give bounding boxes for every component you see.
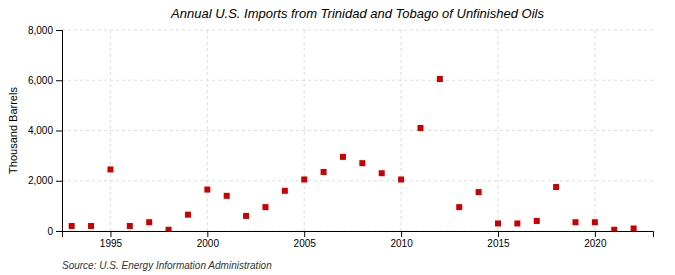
x-tick: 2000 [197,231,220,249]
point [185,212,191,218]
point [282,188,288,194]
point [553,184,559,190]
point [631,225,637,231]
x-grid-line [207,30,208,231]
point [379,170,385,176]
point [534,218,540,224]
point [592,219,598,225]
point [437,76,443,82]
x-tick-label: 2005 [294,238,317,249]
y-tick: 2,000 [28,175,62,186]
x-tick-mark [110,231,111,237]
point [398,176,404,182]
points [69,76,637,231]
y-tick: 8,000 [28,25,62,36]
point [69,223,75,229]
point [321,169,327,175]
point [204,187,210,193]
x-tick: 1995 [100,231,123,249]
point [340,154,346,160]
x-grid-line [401,30,402,231]
x-tick: 2020 [584,231,607,249]
point [146,219,152,225]
y-tick-mark [56,181,62,182]
y-tick-label: 6,000 [28,75,53,86]
y-grid-line [62,30,653,31]
x-grid-line [304,30,305,231]
point [243,213,249,219]
x-tick-mark [401,231,402,237]
y-axis-line [56,31,63,232]
x-tick-label: 2010 [390,238,413,249]
source: Source: U.S. Energy Information Administ… [62,260,272,271]
x-tick-mark [207,231,208,237]
point [107,166,113,172]
point [127,223,133,229]
y-axis-label: Thousand Barrels [7,87,19,174]
y-tick-label: 4,000 [28,125,53,136]
y-tick-label: 8,000 [28,25,53,36]
x-tick-label: 2020 [584,238,607,249]
point [301,176,307,182]
x-grid-line [497,30,498,231]
y-tick: 6,000 [28,75,62,86]
y-grid-line [62,180,653,181]
point [417,125,423,131]
x-tick-label: 2015 [487,238,510,249]
point [611,227,617,231]
y-tick-mark [56,131,62,132]
x-tick: 2005 [294,231,317,249]
point [166,227,172,231]
y-tick-mark [56,80,62,81]
x-tick-label: 1995 [100,238,123,249]
plot: 1995 2000 2005 2010 2015 2020 0 2,000 4,000 6,000… [28,25,654,249]
point [224,193,230,199]
title: Annual U.S. Imports from Trinidad and To… [170,6,544,21]
y-tick: 0 [47,226,62,237]
x-axis: 1995 2000 2005 2010 2015 2020 [63,231,654,249]
point [514,220,520,226]
chart: 1995 2000 2005 2010 2015 2020 0 2,000 4,000 6,000… [0,0,675,275]
x-tick-mark [498,231,499,237]
y-tick-label: 2,000 [28,175,53,186]
point [572,219,578,225]
point [476,189,482,195]
x-tick: 2010 [390,231,413,249]
x-tick-label: 2000 [197,238,220,249]
y-grid-line [62,130,653,131]
y-grid-line [62,80,653,81]
point [262,204,268,210]
y-axis: 0 2,000 4,000 6,000 8,000 [28,25,63,237]
y-tick-label: 0 [47,226,53,237]
y-tick-mark [56,30,62,31]
point [456,204,462,210]
point [359,160,365,166]
x-axis-line [63,232,654,238]
y-tick-mark [56,231,62,232]
grid [62,30,653,231]
point [495,220,501,226]
x-tick-mark [304,231,305,237]
x-tick: 2015 [487,231,510,249]
x-grid-line [594,30,595,231]
x-grid-line [110,30,111,231]
point [88,223,94,229]
x-tick-mark [595,231,596,237]
y-tick: 4,000 [28,125,62,136]
